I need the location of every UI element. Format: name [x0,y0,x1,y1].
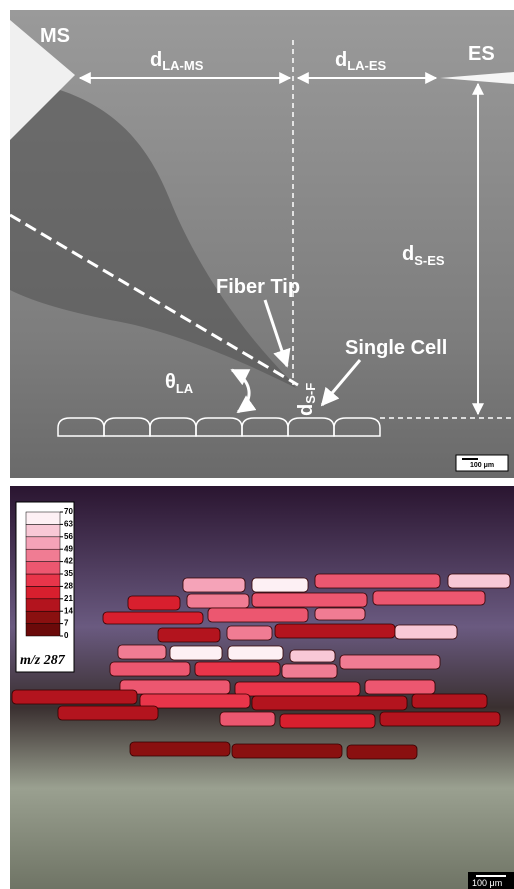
colorbar-swatch [26,549,60,561]
heatmap-cell [130,742,230,756]
heatmap-cell [252,593,367,607]
label-sub: S-F [303,383,318,404]
label-main: d [150,49,162,71]
colorbar-tick-label: 0 [64,631,69,640]
colorbar-tick-label: 42 [64,557,73,566]
colorbar-tick-label: 21 [64,594,73,603]
label-main: d [295,404,317,416]
heatmap-cell [290,650,335,662]
colorbar-swatch [26,599,60,611]
heatmap-cell [232,744,342,758]
heatmap-cell [395,625,457,639]
label: ES [468,43,495,65]
heatmap-cell [315,608,365,620]
heatmap-cell [140,694,250,708]
heatmap-cell [380,712,500,726]
label-main: d [402,243,414,265]
colorbar-swatch [26,574,60,586]
colorbar-tick-label: 35 [64,569,73,578]
scale-bar-label: 100 μm [470,462,494,469]
scale-bar-label: 100 μm [472,878,502,888]
heatmap-cell [110,662,190,676]
heatmap-cell [448,574,510,588]
heatmap-cell [365,680,435,694]
colorbar-tick-label: 28 [64,582,73,591]
heatmap-cell [187,594,249,608]
colorbar-swatch [26,611,60,623]
heatmap-cell [252,696,407,710]
heatmap-cell [170,646,222,660]
label: Single Cell [345,337,447,359]
label: MS [40,25,70,47]
heatmap-cell [347,745,417,759]
heatmap-cell [195,662,280,676]
colorbar-tick-label: 14 [64,606,73,615]
heatmap-cell [58,706,158,720]
heatmap-cell [12,690,137,704]
heatmap-cell [118,645,166,659]
heatmap-cell [340,655,440,669]
heatmap-cell [208,608,308,622]
colorbar-tick-label: 63 [64,520,73,529]
colorbar-swatch [26,586,60,598]
heatmap-cell [128,596,180,610]
colorbar: 0 7 14 21 28 35 42 49 56 63 70 [26,507,73,640]
heatmap-cell [282,664,337,678]
colorbar-swatch [26,512,60,524]
colorbar-tick-label: 56 [64,532,73,541]
colorbar-tick-label: 49 [64,544,73,553]
colorbar-tick-label: 7 [64,619,69,628]
label-main: d [335,49,347,71]
heatmap-cell [103,612,203,624]
heatmap-cell [158,628,220,642]
colorbar-swatch [26,562,60,574]
colorbar-swatch [26,537,60,549]
label-main: θ [165,371,176,393]
heatmap-cell [315,574,440,588]
label-sub: LA-ES [347,58,386,73]
heatmap-cell [183,578,245,592]
heatmap-cell [220,712,275,726]
label: Fiber Tip [216,276,300,298]
label-sub: LA-MS [162,58,203,73]
heatmap-cell [227,626,272,640]
colorbar-label: m/z 287 [20,653,66,668]
heatmap-cell [252,578,308,592]
heatmap-cell [412,694,487,708]
figure: MS ES dLA-MS dLA-ES dS-ES θLA dS-F Fiber… [0,0,514,889]
colorbar-swatch [26,524,60,536]
colorbar-swatch [26,624,60,636]
heatmap-cell [235,682,360,696]
heatmap-cell [280,714,375,728]
heatmap-cell [275,624,395,638]
heatmap-cell [373,591,485,605]
colorbar-tick-label: 70 [64,507,73,516]
label-sub: LA [176,381,194,396]
label-sub: S-ES [414,253,445,268]
heatmap-cell [228,646,283,660]
